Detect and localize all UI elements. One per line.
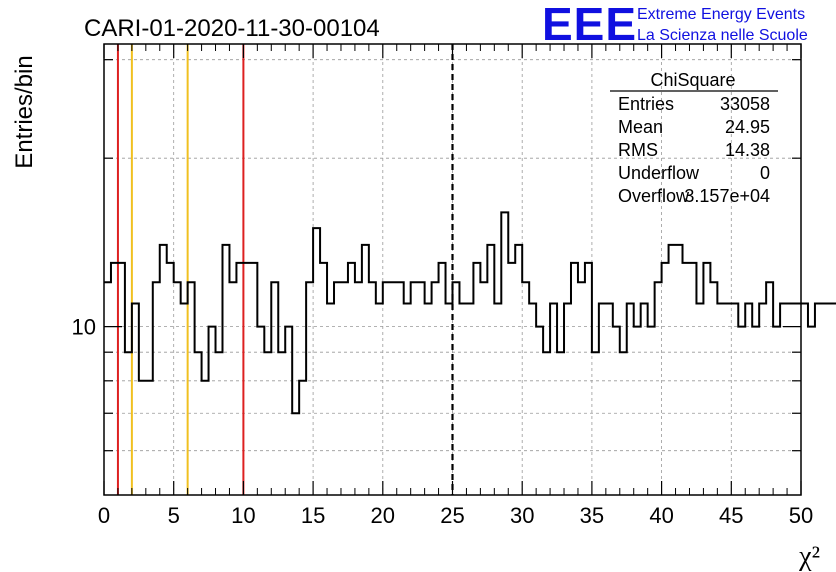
eee-logo: EEE Extreme Energy Events La Scienza nel… (542, 0, 808, 50)
x-tick-labels: 0 5 10 15 20 25 30 35 40 45 50 (98, 503, 813, 528)
stats-value-mean: 24.95 (725, 117, 770, 137)
y-axis-label: Entries/bin (11, 55, 38, 168)
stats-label-overflow: Overflow (618, 186, 690, 206)
x-tick-label: 25 (440, 503, 464, 528)
stats-name: ChiSquare (650, 70, 735, 90)
x-tick-label: 15 (301, 503, 325, 528)
x-tick-label: 30 (510, 503, 534, 528)
x-tick-label: 20 (371, 503, 395, 528)
stats-box: ChiSquare Entries 33058 Mean 24.95 RMS 1… (610, 70, 778, 206)
logo-line-1: Extreme Energy Events (637, 6, 805, 23)
reference-lines (116, 44, 454, 495)
histogram-step-line (104, 211, 836, 415)
x-tick-label: 50 (789, 503, 813, 528)
stats-value-overflow: 3.157e+04 (684, 186, 770, 206)
axis-ticks (103, 44, 802, 495)
x-tick-label: 45 (719, 503, 743, 528)
histogram-series (104, 211, 836, 415)
stats-value-underflow: 0 (760, 163, 770, 183)
x-tick-label: 10 (231, 503, 255, 528)
stats-value-rms: 14.38 (725, 140, 770, 160)
x-tick-label: 35 (580, 503, 604, 528)
x-tick-label: 40 (649, 503, 673, 528)
stats-label-mean: Mean (618, 117, 663, 137)
x-axis-label: χ² (798, 541, 820, 572)
x-tick-label: 5 (168, 503, 180, 528)
logo-line-2: La Scienza nelle Scuole (637, 27, 808, 44)
eee-logo-mark: EEE (542, 0, 637, 50)
y-tick-labels: 10 (72, 315, 96, 340)
y-tick-label: 10 (72, 315, 96, 340)
stats-value-entries: 33058 (720, 94, 770, 114)
stats-label-entries: Entries (618, 94, 674, 114)
chart-title: CARI-01-2020-11-30-00104 (84, 15, 380, 42)
stats-label-rms: RMS (618, 140, 658, 160)
stats-label-underflow: Underflow (618, 163, 700, 183)
x-tick-label: 0 (98, 503, 110, 528)
